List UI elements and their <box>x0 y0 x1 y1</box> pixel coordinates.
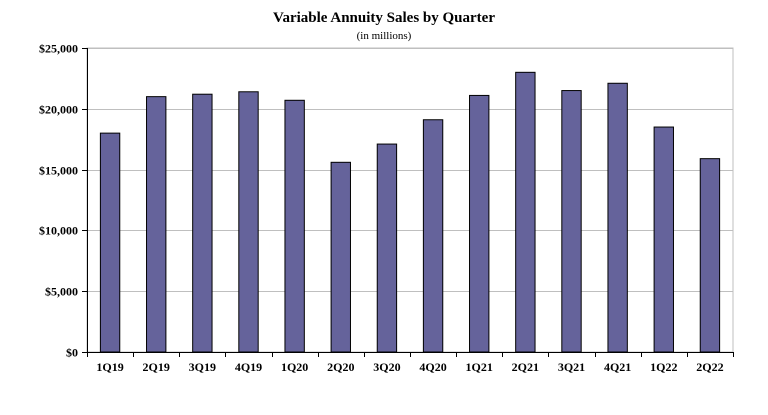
bar <box>653 126 674 353</box>
y-tick-label: $25,000 <box>39 42 78 56</box>
x-tick-label: 4Q20 <box>419 360 446 374</box>
y-tick-label: $10,000 <box>39 224 78 238</box>
x-tick-label: 2Q20 <box>327 360 354 374</box>
bar <box>515 71 536 353</box>
bar <box>469 94 490 353</box>
x-tick-label: 2Q19 <box>143 360 170 374</box>
x-tick-label: 4Q19 <box>235 360 262 374</box>
chart-subtitle: (in millions) <box>356 30 412 42</box>
plot-area-frame <box>86 47 734 353</box>
bar <box>422 119 444 353</box>
x-tick-label: 1Q19 <box>96 360 123 374</box>
chart-title: Variable Annuity Sales by Quarter <box>273 10 495 26</box>
x-tick-label: 4Q21 <box>604 360 631 374</box>
bar <box>238 91 259 353</box>
x-tick-label: 1Q21 <box>466 360 493 374</box>
bar <box>146 96 167 353</box>
x-tick-label: 1Q20 <box>281 360 308 374</box>
bar <box>561 90 582 353</box>
x-tick-label: 2Q21 <box>512 360 539 374</box>
x-tick-label: 2Q22 <box>696 360 723 374</box>
y-tick-label: $5,000 <box>45 285 78 299</box>
x-tick-label: 1Q22 <box>650 360 677 374</box>
bar <box>192 93 213 353</box>
y-tick-label: $20,000 <box>39 103 78 117</box>
bar <box>330 161 351 353</box>
bar <box>376 143 398 353</box>
bar <box>699 158 721 353</box>
bar <box>99 132 121 353</box>
x-tick-label: 3Q20 <box>373 360 400 374</box>
y-tick-label: $0 <box>66 346 78 360</box>
bar <box>607 82 628 353</box>
x-tick-label: 3Q19 <box>189 360 216 374</box>
y-tick-label: $15,000 <box>39 164 78 178</box>
bar <box>284 99 305 353</box>
x-tick-label: 3Q21 <box>558 360 585 374</box>
